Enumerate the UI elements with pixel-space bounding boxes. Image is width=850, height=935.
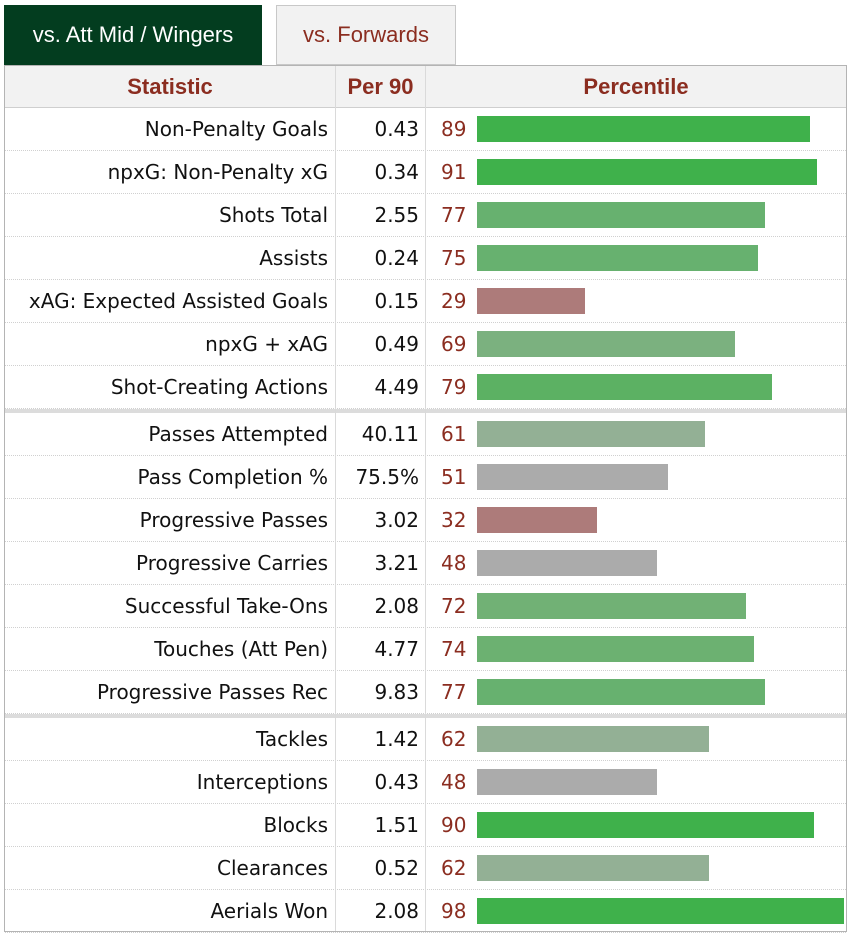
stat-name: Non-Penalty Goals bbox=[144, 117, 328, 141]
per90-value: 40.11 bbox=[361, 422, 419, 446]
table-row: Non-Penalty Goals 0.43 89 bbox=[5, 108, 846, 151]
percentile-value: 98 bbox=[441, 899, 467, 923]
percentile-value: 91 bbox=[441, 160, 467, 184]
stat-name: Assists bbox=[259, 246, 328, 270]
table-row: Pass Completion % 75.5% 51 bbox=[5, 456, 846, 499]
stat-name: Progressive Passes bbox=[139, 508, 328, 532]
percentile-bar bbox=[477, 636, 754, 662]
per90-value: 0.43 bbox=[374, 770, 419, 794]
percentile-bar bbox=[477, 726, 709, 752]
stat-name: Passes Attempted bbox=[148, 422, 328, 446]
percentile-value: 29 bbox=[441, 289, 467, 313]
table-row: Tackles 1.42 62 bbox=[5, 718, 846, 761]
stat-name: Tackles bbox=[255, 727, 328, 751]
stat-name: Interceptions bbox=[196, 770, 328, 794]
percentile-bar bbox=[477, 550, 657, 576]
percentile-bar bbox=[477, 116, 810, 142]
stat-name: Aerials Won bbox=[210, 899, 328, 923]
tab-forwards[interactable]: vs. Forwards bbox=[276, 5, 456, 65]
percentile-bar bbox=[477, 593, 746, 619]
stat-name: Clearances bbox=[217, 856, 328, 880]
percentile-value: 48 bbox=[441, 770, 467, 794]
per90-value: 0.15 bbox=[374, 289, 419, 313]
percentile-value: 90 bbox=[441, 813, 467, 837]
percentile-bar bbox=[477, 159, 817, 185]
percentile-value: 77 bbox=[441, 203, 467, 227]
percentile-value: 79 bbox=[441, 375, 467, 399]
per90-value: 1.51 bbox=[374, 813, 419, 837]
percentile-value: 48 bbox=[441, 551, 467, 575]
stat-name: Touches (Att Pen) bbox=[154, 637, 328, 661]
column-divider bbox=[425, 66, 426, 931]
percentile-value: 89 bbox=[441, 117, 467, 141]
header-per90: Per 90 bbox=[347, 74, 414, 99]
stat-name: Blocks bbox=[263, 813, 328, 837]
percentile-bar bbox=[477, 421, 705, 447]
percentile-bar bbox=[477, 202, 765, 228]
stat-name: npxG + xAG bbox=[205, 332, 328, 356]
column-divider bbox=[335, 66, 336, 931]
table-row: Aerials Won 2.08 98 bbox=[5, 890, 846, 933]
per90-value: 4.77 bbox=[374, 637, 419, 661]
stat-name: Progressive Carries bbox=[135, 551, 328, 575]
per90-value: 75.5% bbox=[355, 465, 419, 489]
percentile-bar bbox=[477, 898, 844, 924]
per90-value: 3.21 bbox=[374, 551, 419, 575]
percentile-value: 62 bbox=[441, 856, 467, 880]
per90-value: 2.55 bbox=[374, 203, 419, 227]
table-row: Progressive Passes Rec 9.83 77 bbox=[5, 671, 846, 714]
percentile-value: 32 bbox=[441, 508, 467, 532]
table-row: Interceptions 0.43 48 bbox=[5, 761, 846, 804]
percentile-bar bbox=[477, 331, 735, 357]
per90-value: 0.43 bbox=[374, 117, 419, 141]
percentile-bar bbox=[477, 507, 597, 533]
per90-value: 4.49 bbox=[374, 375, 419, 399]
percentile-value: 77 bbox=[441, 680, 467, 704]
stat-name: Shots Total bbox=[219, 203, 328, 227]
stat-name: Shot-Creating Actions bbox=[110, 375, 328, 399]
per90-value: 0.34 bbox=[374, 160, 419, 184]
tab-att-mid-wingers[interactable]: vs. Att Mid / Wingers bbox=[4, 5, 262, 65]
per90-value: 3.02 bbox=[374, 508, 419, 532]
percentile-value: 61 bbox=[441, 422, 467, 446]
stat-name: Successful Take-Ons bbox=[124, 594, 328, 618]
per90-value: 9.83 bbox=[374, 680, 419, 704]
stat-name: Pass Completion % bbox=[137, 465, 328, 489]
stat-name: Progressive Passes Rec bbox=[96, 680, 328, 704]
percentile-value: 75 bbox=[441, 246, 467, 270]
percentile-bar bbox=[477, 464, 668, 490]
stat-name: npxG: Non-Penalty xG bbox=[107, 160, 328, 184]
percentile-bar bbox=[477, 812, 814, 838]
percentile-table: Statistic Per 90 Percentile Non-Penalty … bbox=[4, 65, 847, 933]
percentile-bar bbox=[477, 374, 772, 400]
percentile-bar bbox=[477, 679, 765, 705]
percentile-bar bbox=[477, 769, 657, 795]
per90-value: 1.42 bbox=[374, 727, 419, 751]
stat-name: xAG: Expected Assisted Goals bbox=[28, 289, 328, 313]
percentile-value: 74 bbox=[441, 637, 467, 661]
percentile-value: 72 bbox=[441, 594, 467, 618]
per90-value: 2.08 bbox=[374, 594, 419, 618]
percentile-value: 51 bbox=[441, 465, 467, 489]
percentile-value: 62 bbox=[441, 727, 467, 751]
per90-value: 0.24 bbox=[374, 246, 419, 270]
table-row: xAG: Expected Assisted Goals 0.15 29 bbox=[5, 280, 846, 323]
percentile-bar bbox=[477, 245, 758, 271]
header-statistic: Statistic bbox=[127, 74, 213, 99]
percentile-value: 69 bbox=[441, 332, 467, 356]
per90-value: 2.08 bbox=[374, 899, 419, 923]
table-row: Shot-Creating Actions 4.49 79 bbox=[5, 366, 846, 409]
percentile-bar bbox=[477, 288, 585, 314]
per90-value: 0.49 bbox=[374, 332, 419, 356]
percentile-bar bbox=[477, 855, 709, 881]
header-percentile: Percentile bbox=[583, 74, 689, 99]
per90-value: 0.52 bbox=[374, 856, 419, 880]
